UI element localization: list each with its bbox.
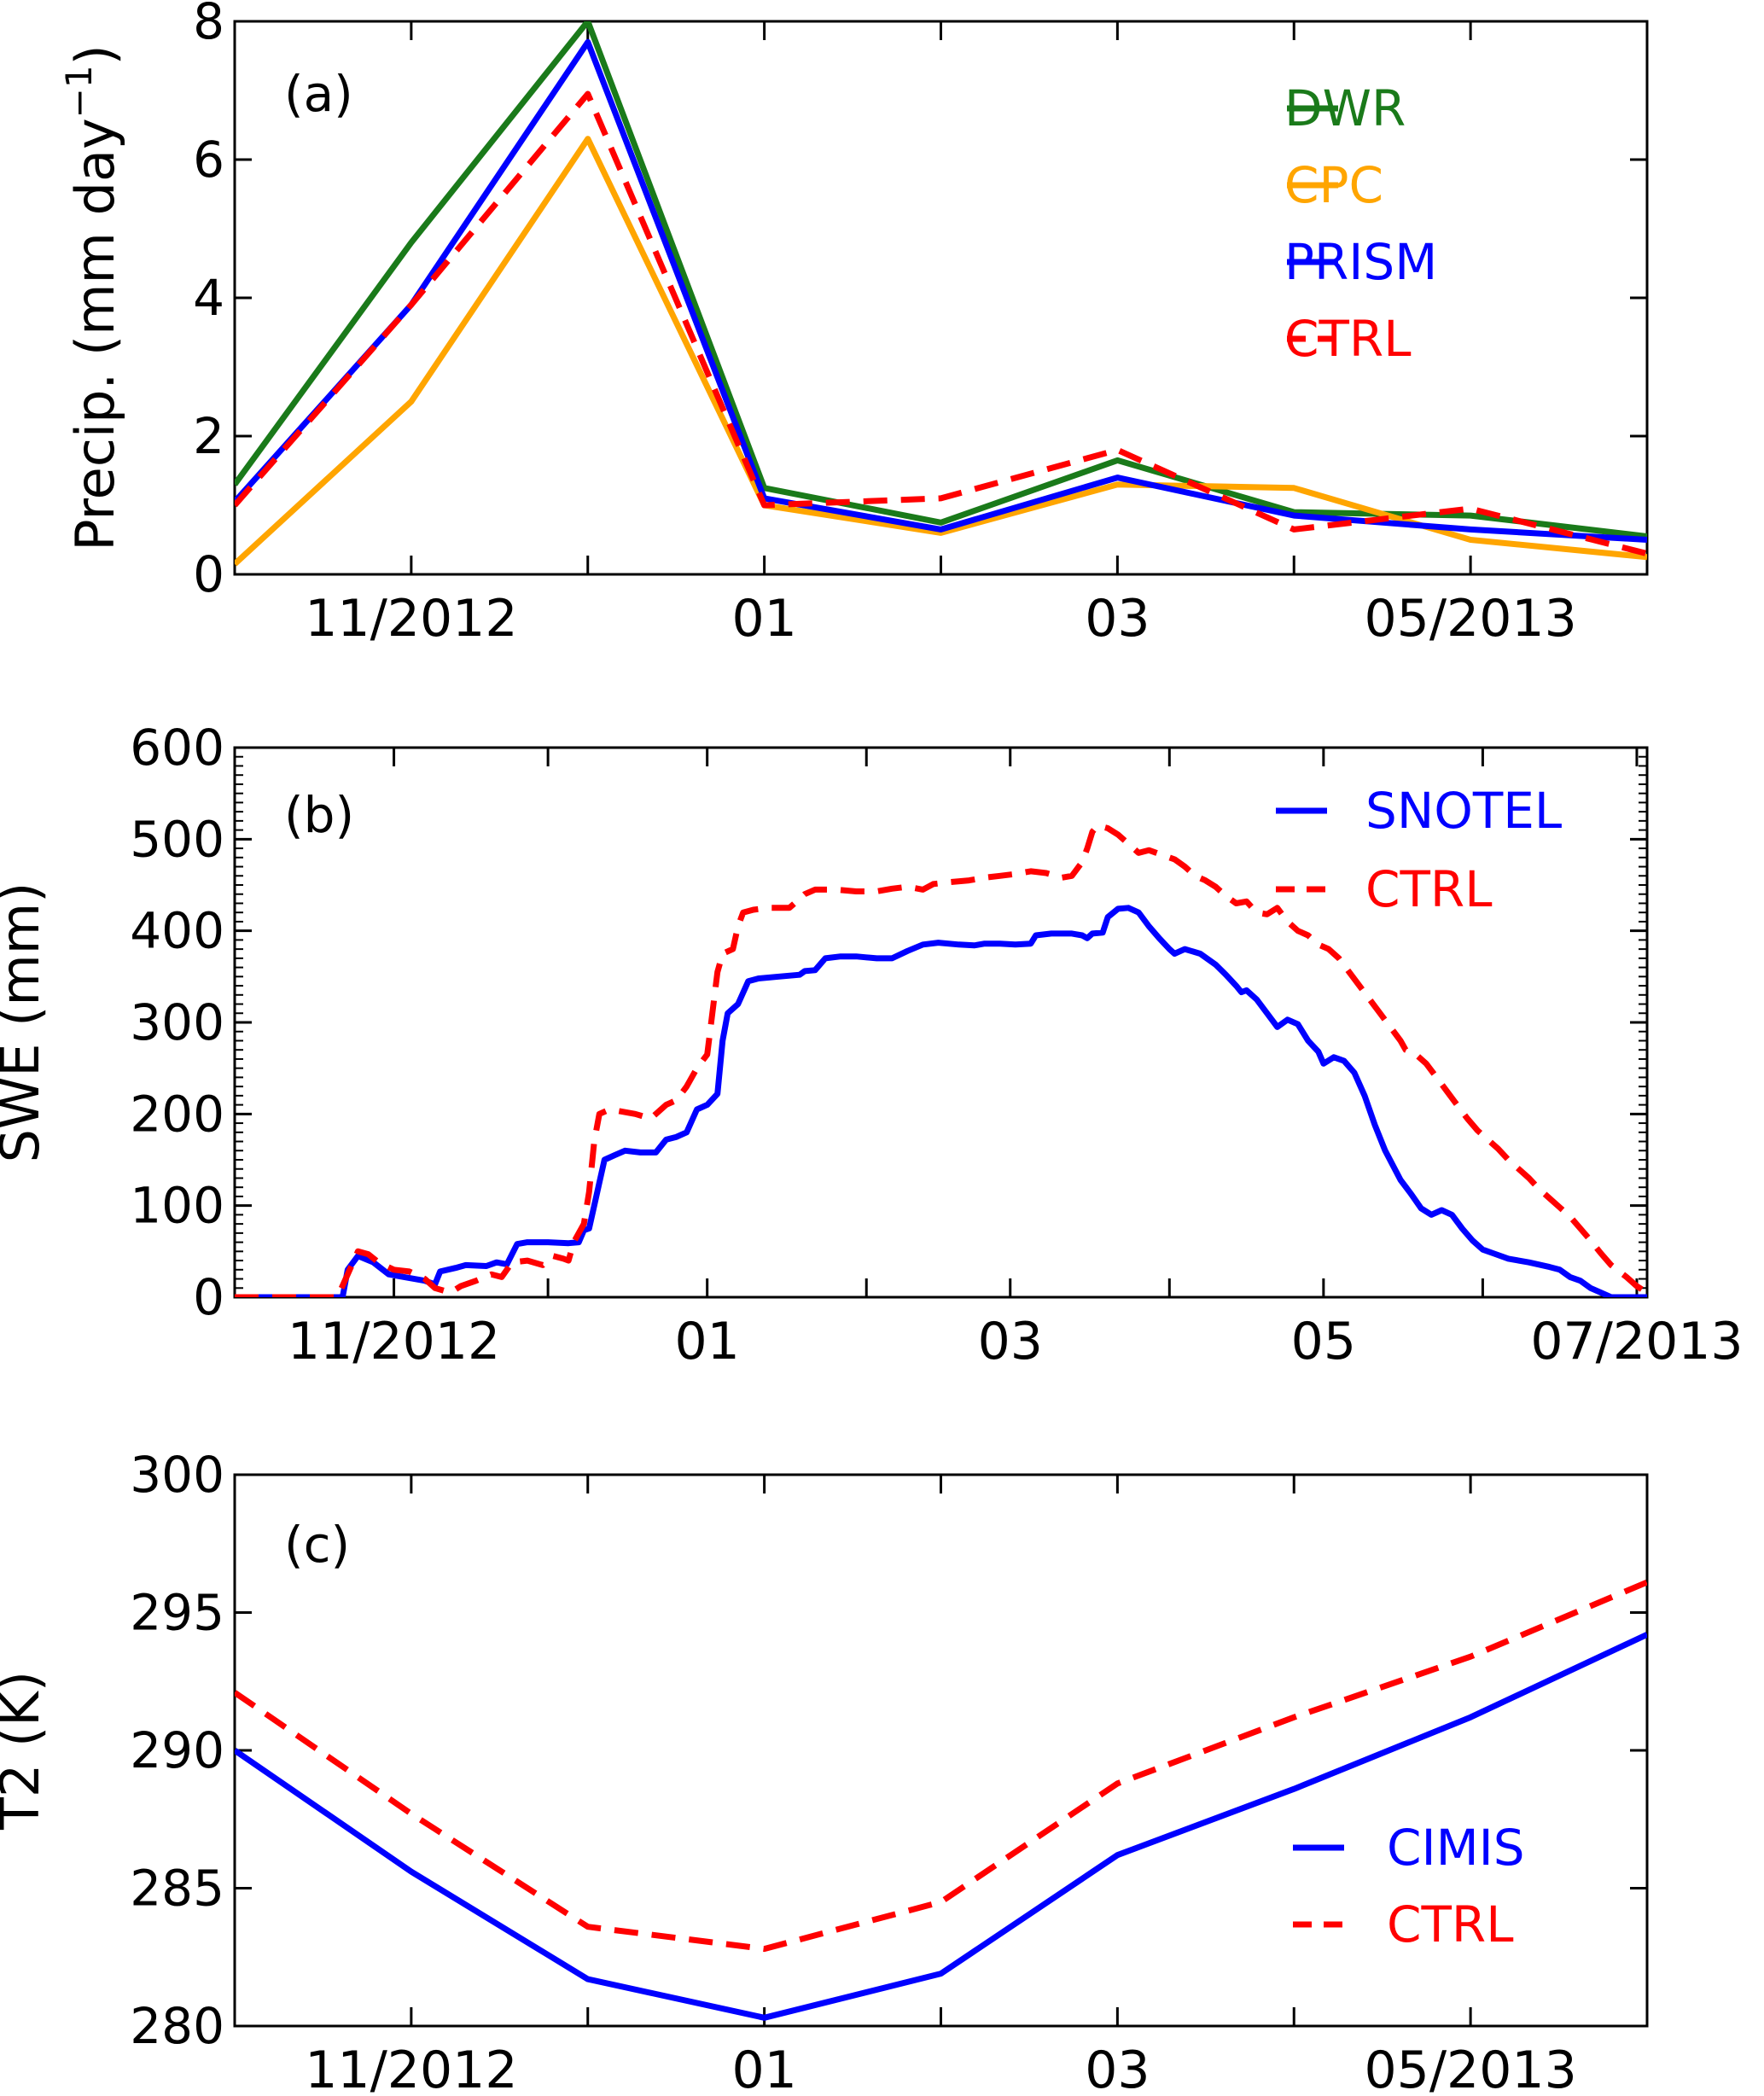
legend-label-dwr: DWR: [1284, 79, 1406, 137]
y-tick-label: 300: [130, 1446, 224, 1504]
y-tick-label: 600: [130, 719, 224, 777]
x-tick-label: 11/2012: [305, 589, 517, 649]
y-tick-label: 500: [130, 810, 224, 868]
x-tick-label: 11/2012: [288, 1312, 500, 1371]
x-tick-label: 01: [731, 589, 796, 649]
legend-label-snotel: SNOTEL: [1365, 782, 1562, 840]
y-tick-label: 200: [130, 1085, 224, 1143]
y-tick-label: 280: [130, 1997, 224, 2055]
y-tick-label: 0: [193, 545, 224, 603]
y-tick-label: 100: [130, 1177, 224, 1235]
x-tick-label: 01: [731, 2041, 796, 2096]
y-tick-label: 400: [130, 902, 224, 960]
x-tick-label: 03: [1085, 589, 1150, 649]
panel-a: 0 2 4 6 8 11/2012 01 03 05/2013 Precip. (mm day−1…: [58, 0, 1649, 649]
legend-label-ctrl: CTRL: [1284, 310, 1412, 368]
y-axis-label: T2 (K): [0, 1671, 51, 1831]
legend-label-cimis: CIMIS: [1387, 1819, 1525, 1877]
legend-label-ctrl: CTRL: [1365, 860, 1493, 918]
x-tick-label: 11/2012: [305, 2041, 517, 2096]
x-tick-label: 05/2013: [1364, 589, 1576, 649]
panel-label: (a): [284, 65, 353, 123]
y-tick-label: 2: [193, 407, 224, 465]
y-axis-label: SWE (mm): [0, 882, 51, 1163]
y-axis-label: Precip. (mm day−1): [58, 44, 126, 551]
panel-c: 280 285 290 295 300 11/2012 01 03 05/2013 T2 (K) (…: [0, 1446, 1649, 2096]
y-tick-label: 8: [193, 0, 224, 50]
x-tick-label: 01: [674, 1312, 739, 1371]
x-tick-label: 05: [1291, 1312, 1356, 1371]
series-line-snotel: [235, 905, 1647, 1297]
x-tick-label: 03: [1085, 2041, 1150, 2096]
y-tick-label: 4: [193, 269, 224, 327]
series-line-cimis: [235, 1632, 1647, 2021]
legend-label-cpc: CPC: [1284, 156, 1383, 214]
series-line-ctrl: [235, 90, 1647, 557]
y-tick-label: 285: [130, 1860, 224, 1918]
y-tick-label: 295: [130, 1584, 224, 1642]
legend-label-prism: PRISM: [1284, 233, 1437, 291]
legend-label-ctrl: CTRL: [1387, 1895, 1514, 1953]
y-tick-label: 300: [130, 993, 224, 1051]
series-line-prism: [235, 38, 1647, 543]
y-tick-label: 290: [130, 1721, 224, 1779]
y-tick-label: 0: [193, 1268, 224, 1326]
x-tick-label: 07/2013: [1530, 1312, 1743, 1371]
panel-label: (b): [284, 786, 354, 844]
y-tick-label: 6: [193, 131, 224, 189]
panel-b: 0 100 200 300 400 500 600 11/2012 01 03 05 07/2013 S…: [0, 719, 1744, 1371]
x-tick-label: 05/2013: [1364, 2041, 1576, 2096]
plot-frame: [233, 20, 1649, 576]
x-tick-label: 03: [978, 1312, 1043, 1371]
series-line-ctrl: [235, 1579, 1647, 1953]
series-line-ctrl: [235, 822, 1647, 1297]
panel-label: (c): [284, 1516, 350, 1574]
